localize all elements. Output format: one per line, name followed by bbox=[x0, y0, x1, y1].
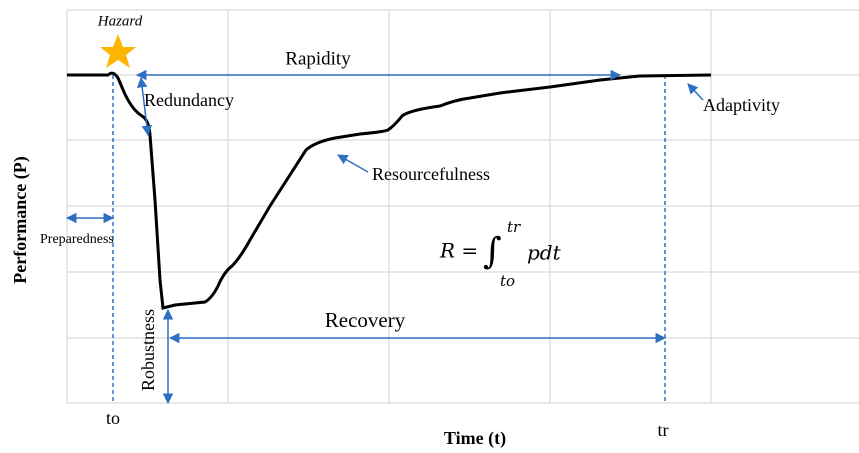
x-axis-label: Time (t) bbox=[444, 428, 506, 449]
formula-integral: ∫ bbox=[483, 231, 502, 272]
formula-upper: tr bbox=[507, 218, 521, 236]
recovery-label: Recovery bbox=[325, 308, 406, 332]
formula-integrand: pdt bbox=[527, 241, 562, 265]
resourcefulness-arrow bbox=[337, 154, 369, 173]
t0-label: to bbox=[106, 408, 120, 428]
redundancy-label: Redundancy bbox=[144, 90, 234, 110]
formula: R = ∫ tr to pdt bbox=[439, 218, 562, 290]
rapidity-label: Rapidity bbox=[285, 48, 351, 69]
grid bbox=[66, 9, 859, 404]
adaptivity-label: Adaptivity bbox=[703, 95, 780, 115]
formula-lower: to bbox=[500, 272, 515, 290]
tr-label: tr bbox=[658, 420, 669, 440]
hazard-label: Hazard bbox=[97, 13, 143, 29]
preparedness-label: Preparedness bbox=[40, 232, 114, 247]
redundancy-arrow bbox=[136, 76, 153, 137]
hazard-star bbox=[100, 34, 136, 68]
y-axis-label: Performance (P) bbox=[10, 156, 31, 283]
resourcefulness-label: Resourcefulness bbox=[372, 164, 490, 184]
formula-lhs: R = bbox=[439, 239, 478, 263]
adaptivity-arrow bbox=[687, 83, 704, 101]
robustness-label: Robustness bbox=[138, 309, 158, 391]
